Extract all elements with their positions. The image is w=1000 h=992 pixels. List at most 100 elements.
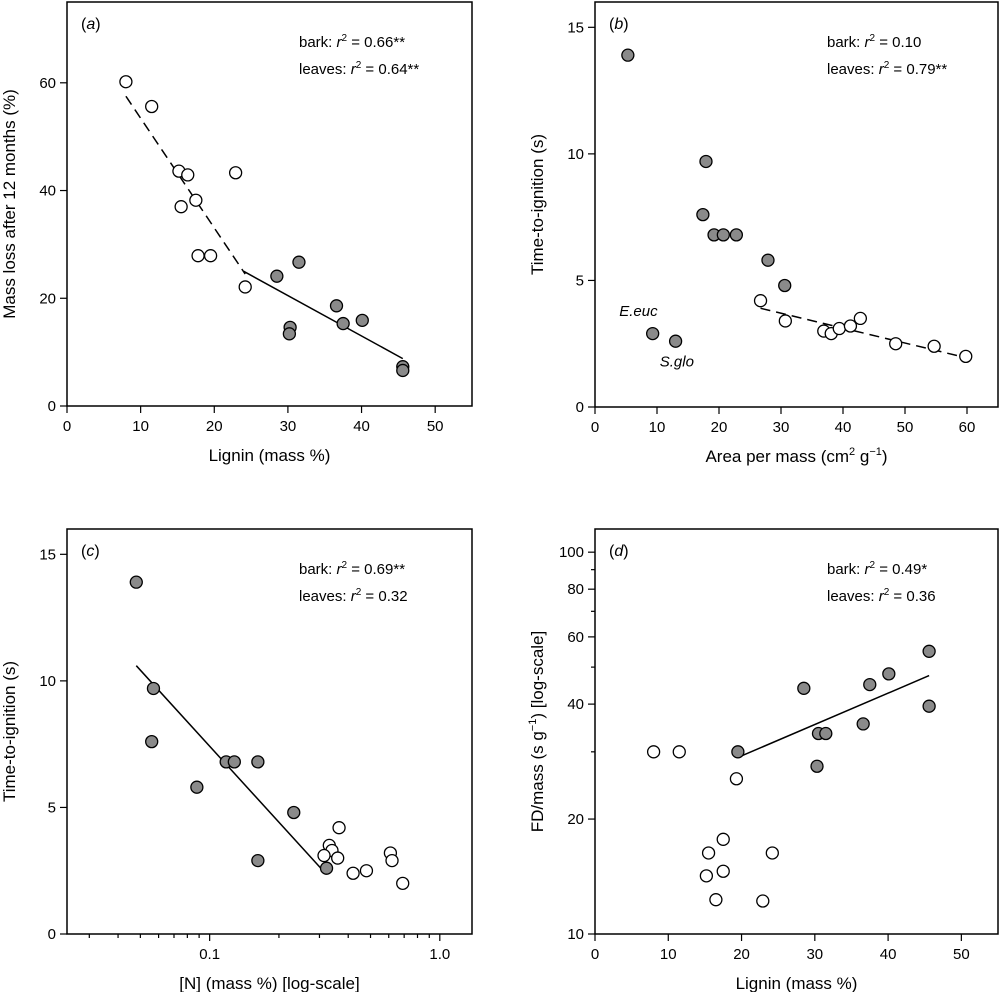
data-point-leaves: [672, 745, 686, 759]
data-point-bark: [922, 699, 936, 713]
data-point-bark: [251, 755, 265, 769]
data-point-bark: [819, 726, 833, 741]
chart-panel-d: 0 10 20 30 40 50 10 20 40 60 80 100 Lignin (mass %) F…: [527, 528, 999, 992]
x-tick-label: 30: [280, 418, 297, 435]
annotation-label: S.glo: [660, 354, 694, 371]
r-squared-label: leaves: r2 = 0.79**: [827, 60, 947, 78]
data-point-bark: [729, 228, 744, 242]
x-tick-label: 40: [835, 419, 852, 436]
data-point-leaves: [889, 337, 903, 351]
data-point-leaves: [189, 193, 203, 207]
data-point-bark: [778, 278, 792, 293]
panel-label: (b): [609, 16, 629, 33]
x-axis-label: Lignin (mass %): [736, 974, 858, 992]
data-point-bark: [731, 745, 745, 759]
x-tick-label: 20: [206, 418, 223, 435]
data-point-bark: [668, 334, 683, 348]
x-tick-label: 0: [63, 418, 71, 435]
data-point-leaves: [853, 311, 868, 326]
y-tick-label: 40: [39, 183, 56, 200]
x-tick-label: 50: [953, 946, 970, 963]
r-squared-label: bark: r2 = 0.10: [827, 33, 921, 51]
data-point-leaves: [756, 894, 770, 908]
plot-frame: [594, 1, 999, 408]
data-point-bark: [287, 805, 301, 820]
x-axis-label: [N] (mass %) [log-scale]: [179, 974, 359, 992]
plot-frame: [66, 528, 473, 935]
y-tick-label: 0: [576, 399, 584, 416]
data-point-bark: [355, 313, 369, 328]
data-point-bark: [761, 253, 775, 267]
data-point-bark: [716, 228, 730, 242]
x-tick-label: 60: [959, 419, 976, 436]
data-point-bark: [145, 734, 159, 749]
y-axis-label: Mass loss after 12 months (%): [0, 89, 19, 319]
y-tick-label: 20: [39, 290, 56, 307]
y-tick-label: 5: [576, 272, 584, 289]
y-tick-label: 10: [39, 673, 56, 690]
data-point-leaves: [753, 294, 768, 308]
data-point-bark: [129, 575, 143, 589]
y-tick-label: 0: [48, 398, 56, 415]
r-squared-label: bark: r2 = 0.49*: [827, 560, 927, 578]
panel-label: (c): [81, 543, 100, 560]
plot-frame: [594, 528, 999, 935]
data-point-bark: [319, 861, 334, 875]
fit-line-bark: [737, 674, 930, 759]
r-squared-label: leaves: r2 = 0.36: [827, 587, 936, 605]
data-point-bark: [699, 154, 713, 169]
chart-panel-b: 0 10 20 30 40 50 60 0 5 10 15 Area per mass (cm2 g−…: [528, 1, 999, 466]
data-point-bark: [797, 681, 811, 695]
fit-line-bark: [243, 270, 404, 360]
data-point-leaves: [359, 864, 374, 878]
data-point-bark: [329, 299, 344, 313]
y-axis-label: Time-to-ignition (s): [528, 134, 547, 275]
data-point-bark: [336, 316, 350, 331]
y-tick-label: 60: [567, 629, 584, 646]
data-point-leaves: [228, 166, 243, 180]
plot-frame: [66, 1, 473, 407]
data-point-bark: [227, 755, 241, 769]
data-point-leaves: [709, 893, 723, 907]
x-tick-label: 30: [773, 419, 790, 436]
y-axis-label: Time-to-ignition (s): [0, 661, 19, 802]
x-tick-label: 40: [880, 946, 897, 963]
y-tick-label: 20: [567, 811, 584, 828]
panel-label: (a): [81, 16, 101, 33]
chart-panel-c: 0.1 1.0 0 5 10 15 [N] (mass %) [log-scale] Time…: [0, 528, 473, 992]
y-tick-label: 10: [567, 146, 584, 163]
data-point-bark: [922, 644, 936, 658]
data-point-bark: [190, 780, 204, 794]
fit-line-bark: [135, 665, 328, 876]
panel-label: (d): [609, 543, 629, 560]
y-tick-label: 40: [567, 696, 584, 713]
data-point-leaves: [181, 168, 195, 182]
data-point-bark: [146, 681, 161, 696]
y-tick-label: 10: [567, 926, 584, 943]
x-tick-label: 10: [660, 946, 677, 963]
data-point-bark: [863, 677, 877, 692]
x-axis-label: Area per mass (cm2 g−1): [705, 446, 887, 466]
data-point-leaves: [701, 846, 716, 860]
fit-line-leaves: [760, 307, 966, 359]
data-point-bark: [270, 269, 284, 283]
data-point-bark: [282, 327, 297, 341]
data-point-bark: [621, 48, 635, 62]
x-tick-label: 10: [132, 418, 149, 435]
data-point-bark: [810, 759, 824, 773]
data-point-leaves: [843, 319, 858, 333]
data-point-leaves: [385, 853, 399, 868]
data-point-bark: [856, 717, 870, 731]
annotation-label: E.euc: [619, 303, 658, 320]
x-tick-label: 0.1: [199, 946, 220, 963]
y-tick-label: 0: [48, 926, 56, 943]
data-point-bark: [251, 853, 265, 868]
x-tick-label: 30: [806, 946, 823, 963]
data-point-leaves: [646, 745, 661, 759]
data-point-leaves: [959, 349, 973, 364]
y-tick-label: 80: [567, 581, 584, 598]
y-tick-label: 15: [567, 19, 584, 36]
y-tick-label: 100: [559, 544, 584, 561]
r-squared-label: bark: r2 = 0.66**: [299, 33, 405, 51]
